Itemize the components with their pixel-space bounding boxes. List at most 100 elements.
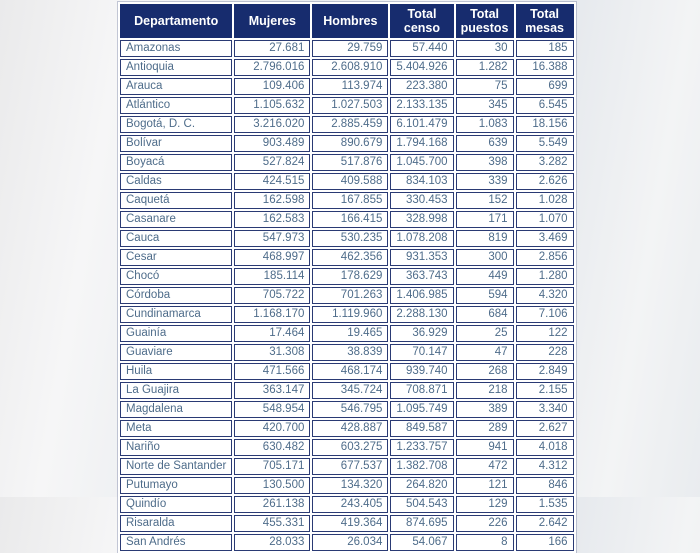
value-cell: 5.404.926	[390, 59, 454, 76]
value-cell: 546.795	[312, 401, 389, 418]
value-cell: 1.027.503	[312, 97, 389, 114]
table-row: Magdalena 548.954 546.795 1.095.749 389 3.340	[120, 401, 574, 418]
table-row: Quindío 261.138 243.405 504.543 129 1.535	[120, 496, 574, 513]
value-cell: 389	[455, 401, 514, 418]
value-cell: 819	[455, 230, 514, 247]
table-row: Arauca 109.406 113.974 223.380 75 699	[120, 78, 574, 95]
value-cell: 129	[455, 496, 514, 513]
value-cell: 345	[455, 97, 514, 114]
value-cell: 409.588	[312, 173, 389, 190]
value-cell: 328.998	[390, 211, 454, 228]
value-cell: 130.500	[234, 477, 311, 494]
value-cell: 228	[515, 344, 574, 361]
table-row: Chocó 185.114 178.629 363.743 449 1.280	[120, 268, 574, 285]
value-cell: 2.626	[515, 173, 574, 190]
value-cell: 1.282	[455, 59, 514, 76]
value-cell: 517.876	[312, 154, 389, 171]
column-header-1: Mujeres	[234, 4, 311, 38]
value-cell: 17.464	[234, 325, 311, 342]
value-cell: 54.067	[390, 534, 454, 551]
value-cell: 677.537	[312, 458, 389, 475]
value-cell: 471.566	[234, 363, 311, 380]
department-cell: Putumayo	[120, 477, 233, 494]
column-header-0: Departamento	[120, 4, 233, 38]
value-cell: 122	[515, 325, 574, 342]
table-row: Bogotá, D. C. 3.216.020 2.885.459 6.101.479…	[120, 116, 574, 133]
value-cell: 339	[455, 173, 514, 190]
value-cell: 5.549	[515, 135, 574, 152]
value-cell: 547.973	[234, 230, 311, 247]
value-cell: 185.114	[234, 268, 311, 285]
value-cell: 699	[515, 78, 574, 95]
value-cell: 185	[515, 40, 574, 57]
value-cell: 468.174	[312, 363, 389, 380]
department-cell: Córdoba	[120, 287, 233, 304]
value-cell: 462.356	[312, 249, 389, 266]
table-row: Cundinamarca 1.168.170 1.119.960 2.288.130 6…	[120, 306, 574, 323]
value-cell: 1.535	[515, 496, 574, 513]
value-cell: 419.364	[312, 515, 389, 532]
value-cell: 449	[455, 268, 514, 285]
value-cell: 261.138	[234, 496, 311, 513]
value-cell: 874.695	[390, 515, 454, 532]
department-cell: Meta	[120, 420, 233, 437]
value-cell: 3.282	[515, 154, 574, 171]
value-cell: 398	[455, 154, 514, 171]
department-cell: Norte de Santander	[120, 458, 233, 475]
value-cell: 1.105.632	[234, 97, 311, 114]
department-cell: Arauca	[120, 78, 233, 95]
table-row: Huila 471.566 468.174 939.740 268 2.849	[120, 363, 574, 380]
table-row: Norte de Santander 705.171 677.537 1.382.70…	[120, 458, 574, 475]
department-cell: Cundinamarca	[120, 306, 233, 323]
table-row: Cesar 468.997 462.356 931.353 300 2.856	[120, 249, 574, 266]
value-cell: 639	[455, 135, 514, 152]
value-cell: 939.740	[390, 363, 454, 380]
value-cell: 36.929	[390, 325, 454, 342]
value-cell: 1.095.749	[390, 401, 454, 418]
value-cell: 178.629	[312, 268, 389, 285]
value-cell: 428.887	[312, 420, 389, 437]
value-cell: 530.235	[312, 230, 389, 247]
table-row: Meta 420.700 428.887 849.587 289 2.627	[120, 420, 574, 437]
value-cell: 18.156	[515, 116, 574, 133]
department-cell: Boyacá	[120, 154, 233, 171]
value-cell: 289	[455, 420, 514, 437]
value-cell: 47	[455, 344, 514, 361]
value-cell: 2.642	[515, 515, 574, 532]
value-cell: 420.700	[234, 420, 311, 437]
column-header-5: Total mesas	[515, 4, 574, 38]
value-cell: 29.759	[312, 40, 389, 57]
value-cell: 134.320	[312, 477, 389, 494]
value-cell: 113.974	[312, 78, 389, 95]
value-cell: 603.275	[312, 439, 389, 456]
table-row: Caldas 424.515 409.588 834.103 339 2.626	[120, 173, 574, 190]
department-cell: Cesar	[120, 249, 233, 266]
value-cell: 162.598	[234, 192, 311, 209]
value-cell: 2.155	[515, 382, 574, 399]
value-cell: 705.722	[234, 287, 311, 304]
value-cell: 162.583	[234, 211, 311, 228]
column-header-2: Hombres	[312, 4, 389, 38]
department-cell: Caldas	[120, 173, 233, 190]
value-cell: 1.028	[515, 192, 574, 209]
department-cell: Caquetá	[120, 192, 233, 209]
value-cell: 6.101.479	[390, 116, 454, 133]
value-cell: 548.954	[234, 401, 311, 418]
value-cell: 4.320	[515, 287, 574, 304]
value-cell: 3.340	[515, 401, 574, 418]
department-cell: Magdalena	[120, 401, 233, 418]
table-row: Boyacá 527.824 517.876 1.045.700 398 3.282	[120, 154, 574, 171]
departments-table: Departamento Mujeres Hombres Total censo Tot…	[118, 2, 576, 553]
table-row: Guainía 17.464 19.465 36.929 25 122	[120, 325, 574, 342]
value-cell: 330.453	[390, 192, 454, 209]
value-cell: 1.233.757	[390, 439, 454, 456]
value-cell: 630.482	[234, 439, 311, 456]
value-cell: 1.168.170	[234, 306, 311, 323]
table-row: Córdoba 705.722 701.263 1.406.985 594 4.320	[120, 287, 574, 304]
department-cell: Amazonas	[120, 40, 233, 57]
value-cell: 472	[455, 458, 514, 475]
table-body: Amazonas 27.681 29.759 57.440 30 185 Antioquia…	[120, 40, 574, 551]
value-cell: 504.543	[390, 496, 454, 513]
value-cell: 19.465	[312, 325, 389, 342]
department-cell: Casanare	[120, 211, 233, 228]
